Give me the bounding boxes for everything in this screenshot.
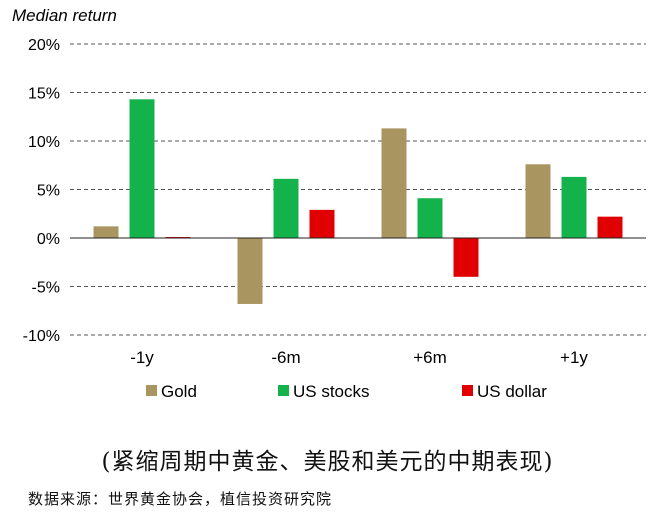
x-category-label: -1y: [130, 348, 154, 367]
chart: Median return -10% -5% 0% 5% 10% 15% 20% -1y -6…: [12, 6, 646, 401]
bar-us-stocks: [417, 198, 443, 238]
legend-label: US dollar: [477, 382, 547, 401]
bar-us-dollar: [597, 216, 623, 238]
x-category-label: -6m: [271, 348, 300, 367]
x-category-label: +1y: [560, 348, 588, 367]
bar-us-stocks: [129, 99, 155, 238]
legend-label: Gold: [161, 382, 197, 401]
y-tick-label: 15%: [28, 86, 60, 103]
bar-gold: [525, 164, 551, 238]
legend-label: US stocks: [293, 382, 370, 401]
y-tick-label: 0%: [37, 231, 60, 248]
y-tick-label: 20%: [28, 37, 60, 54]
bar-us-stocks: [561, 176, 587, 238]
y-tick-label: -10%: [23, 328, 60, 345]
y-tick-label: 10%: [28, 134, 60, 151]
bar-us-dollar: [453, 238, 479, 277]
y-tick-label: -5%: [32, 280, 60, 297]
legend-swatch: [462, 385, 473, 396]
bar-us-stocks: [273, 178, 299, 238]
legend-swatch: [146, 385, 157, 396]
y-axis-title: Median return: [12, 6, 117, 25]
bar-gold: [237, 238, 263, 304]
legend-swatch: [278, 385, 289, 396]
source-note: 数据来源：世界黄金协会，植信投资研究院: [28, 490, 333, 508]
bar-gold: [381, 128, 407, 238]
bar-gold: [93, 226, 119, 238]
x-category-label: +6m: [413, 348, 447, 367]
bar-us-dollar: [309, 209, 335, 238]
figure-caption: (紧缩周期中黄金、美股和美元的中期表现): [101, 449, 554, 475]
y-tick-label: 5%: [37, 183, 60, 200]
